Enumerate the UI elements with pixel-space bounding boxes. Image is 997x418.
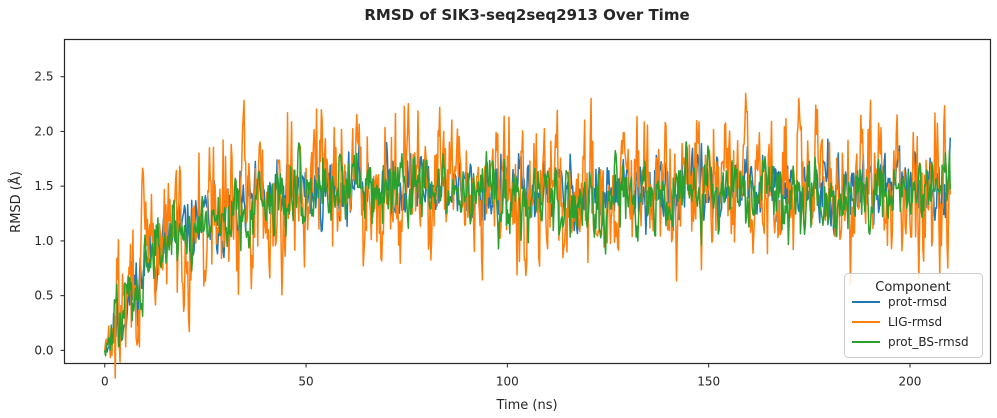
y-tick-label: 1.5	[34, 179, 53, 193]
y-tick-label: 2.5	[34, 70, 53, 84]
legend-label-LIG-rmsd: LIG-rmsd	[888, 315, 942, 329]
y-tick-label: 0.5	[34, 289, 53, 303]
series-line-prot_BS-rmsd	[104, 141, 951, 357]
x-tick-label: 200	[899, 375, 922, 389]
legend-label-prot-rmsd: prot-rmsd	[888, 295, 947, 309]
y-tick-label: 0.0	[34, 343, 53, 357]
x-axis-label: Time (ns)	[495, 398, 557, 413]
series-layer	[104, 92, 951, 379]
y-axis-label: RMSD (Å)	[8, 171, 24, 233]
chart-title: RMSD of SIK3-seq2seq2913 Over Time	[364, 6, 689, 24]
y-tick-label: 1.0	[34, 234, 53, 248]
y-tick-label: 2.0	[34, 124, 53, 138]
y-axis: 0.0 0.5 1.0 1.5 2.0 2.5	[34, 70, 65, 357]
x-tick-label: 0	[101, 375, 109, 389]
x-tick-label: 150	[697, 375, 720, 389]
x-tick-label: 100	[496, 375, 519, 389]
legend-box	[844, 273, 983, 358]
x-axis: 0 50 100 150 200	[101, 363, 922, 389]
legend-label-prot_BS-rmsd: prot_BS-rmsd	[888, 335, 969, 349]
legend-title: Component	[875, 280, 950, 295]
x-tick-label: 50	[298, 375, 313, 389]
legend: Component prot-rmsd LIG-rmsd prot_BS-rmsd	[844, 273, 983, 358]
